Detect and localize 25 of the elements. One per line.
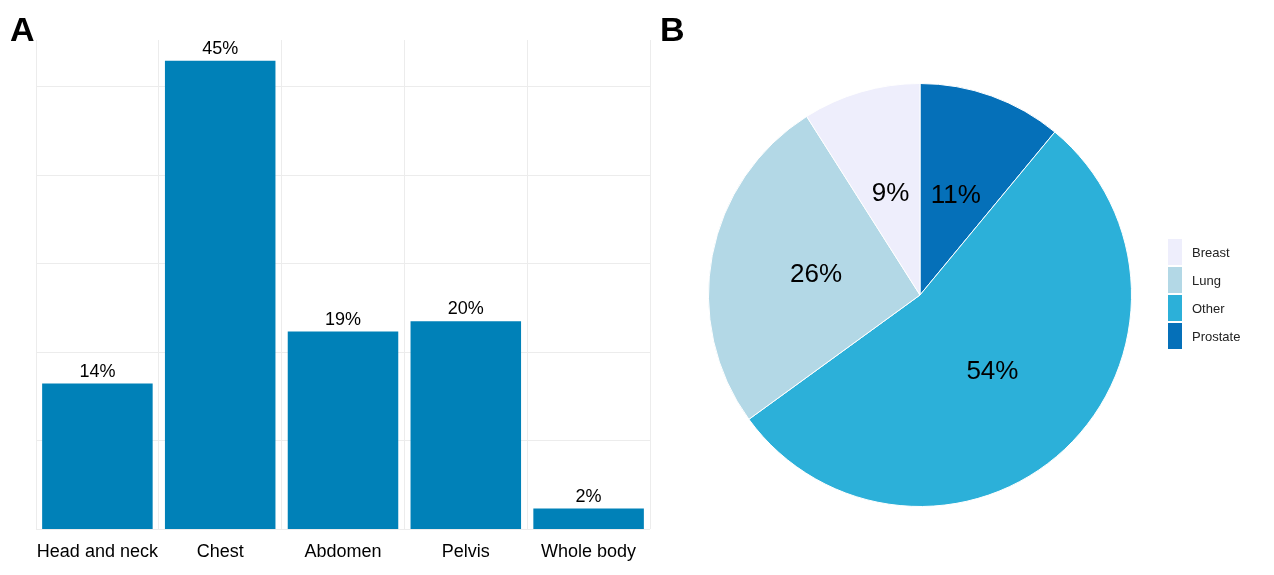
data-label: 9% (871, 176, 910, 207)
bar (164, 60, 276, 529)
data-label: 45% (202, 37, 239, 58)
data-label: 2% (575, 485, 602, 506)
legend-label: Prostate (1192, 328, 1241, 344)
bar (287, 331, 399, 529)
x-tick-label: Chest (196, 541, 244, 562)
bar (410, 321, 522, 529)
x-tick-label: Head and neck (36, 541, 159, 562)
x-tick-label: Abdomen (304, 541, 382, 562)
data-label: 20% (447, 298, 484, 319)
data-label: 26% (790, 258, 843, 289)
data-label: 19% (324, 308, 362, 329)
data-label: 11% (930, 178, 981, 209)
bar (42, 383, 153, 529)
legend-label: Other (1192, 300, 1225, 316)
bar (533, 508, 644, 529)
chart-title: B (660, 10, 685, 49)
x-tick-label: Whole body (541, 541, 637, 562)
legend-label: Breast (1192, 244, 1230, 260)
legend-label: Lung (1192, 272, 1221, 288)
chart-title: A (10, 10, 35, 49)
x-tick-label: Pelvis (441, 541, 490, 562)
data-label: 14% (79, 360, 116, 381)
data-label: 54% (966, 355, 1019, 386)
